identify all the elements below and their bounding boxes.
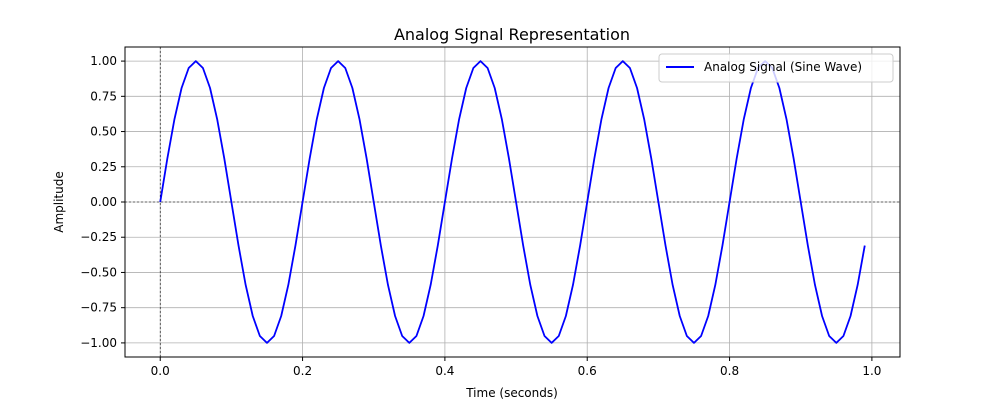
series-layer: [159, 60, 866, 344]
y-tick-label: −0.25: [80, 230, 117, 244]
y-tick-label: 0.25: [90, 160, 117, 174]
y-tick-label: −0.50: [80, 265, 117, 279]
y-tick-label: −1.00: [80, 336, 117, 350]
legend-label: Analog Signal (Sine Wave): [704, 60, 862, 74]
y-axis-ticks: −1.00 −0.75 −0.50 −0.25 0.00 0.25 0.50 0.75 1.00: [80, 54, 125, 350]
reference-lines: [125, 47, 900, 357]
y-axis-label: Amplitude: [52, 171, 66, 233]
legend-box: [658, 53, 894, 83]
x-axis-ticks: 0.0 0.2 0.4 0.6 0.8 1.0: [151, 357, 881, 378]
series-line-sine-wave: [159, 60, 866, 344]
x-axis-label: Time (seconds): [465, 386, 558, 400]
chart-title: Analog Signal Representation: [394, 25, 630, 44]
x-tick-label: 0.8: [720, 364, 739, 378]
y-tick-label: −0.75: [80, 301, 117, 315]
y-tick-label: 0.00: [90, 195, 117, 209]
y-tick-label: 0.75: [90, 89, 117, 103]
legend: Analog Signal (Sine Wave): [658, 53, 894, 83]
x-tick-label: 0.6: [578, 364, 597, 378]
x-tick-label: 0.2: [293, 364, 312, 378]
y-tick-label: 1.00: [90, 54, 117, 68]
x-tick-label: 1.0: [862, 364, 881, 378]
x-tick-label: 0.4: [435, 364, 454, 378]
y-tick-label: 0.50: [90, 125, 117, 139]
x-tick-label: 0.0: [151, 364, 170, 378]
